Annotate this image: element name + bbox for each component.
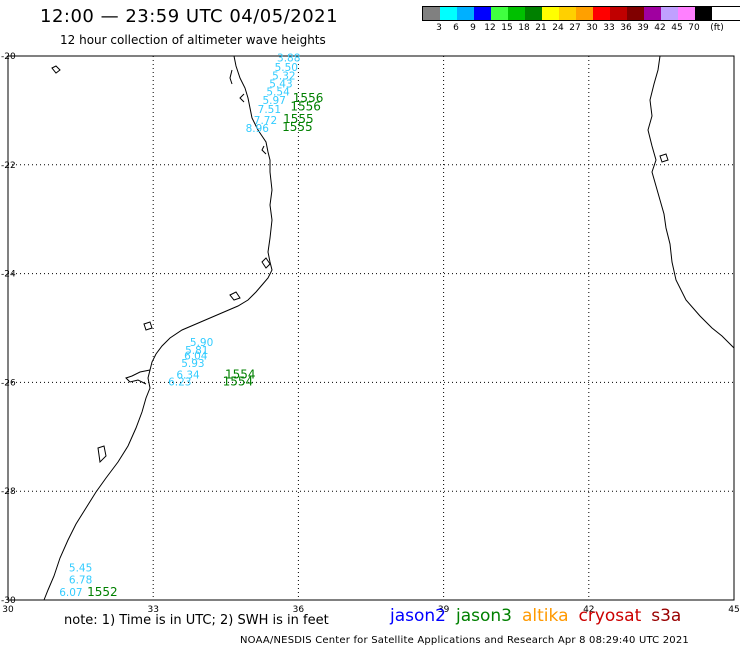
swh-value: 7.51 xyxy=(258,104,281,116)
footnote: note: 1) Time is in UTC; 2) SWH is in fe… xyxy=(64,613,329,628)
legend-swatch xyxy=(627,7,644,20)
swh-value: 7.72 xyxy=(254,115,277,127)
legend-swatch xyxy=(491,7,508,20)
legend-swatches xyxy=(422,6,740,21)
legend-label: 21 xyxy=(535,23,547,33)
lake-feature-1 xyxy=(143,321,153,331)
legend-label: 3 xyxy=(436,23,442,33)
lon-tick-label: 45 xyxy=(728,605,739,615)
page-subtitle: 12 hour collection of altimeter wave hei… xyxy=(60,33,326,47)
legend-swatch xyxy=(423,7,440,20)
satellite-legend: jason2 jason3 altika cryosat s3a xyxy=(390,606,691,626)
swh-value: 3.88 xyxy=(277,52,300,64)
legend-swatch xyxy=(610,7,627,20)
lat-tick-label: -24 xyxy=(1,270,16,280)
swh-value: 5.54 xyxy=(266,87,290,99)
island-north xyxy=(51,65,61,74)
lon-tick-label: 39 xyxy=(438,605,450,615)
lake-feature-3 xyxy=(229,291,241,301)
legend-label: 33 xyxy=(603,23,615,33)
pass-time: 1554 xyxy=(225,368,256,382)
legend-swatch xyxy=(474,7,491,20)
swh-value: 5.50 xyxy=(275,62,298,74)
swh-value: 6.07 xyxy=(59,587,82,599)
legend-swatch xyxy=(678,7,695,20)
swh-value: 5.90 xyxy=(190,337,213,349)
lon-tick-label: 42 xyxy=(583,605,594,615)
legend-label: 36 xyxy=(620,23,632,33)
legend-swatch xyxy=(593,7,610,20)
pass-time: 1555 xyxy=(282,120,313,134)
island-bazaruto xyxy=(261,257,271,269)
legend-label: 27 xyxy=(569,23,581,33)
lat-tick-label: -30 xyxy=(1,596,16,606)
lat-tick-label: -22 xyxy=(1,161,16,171)
lat-tick-label: -20 xyxy=(1,52,16,62)
pass-time: 1554 xyxy=(223,375,254,389)
island-madagascar-west xyxy=(659,153,669,163)
swh-labels: 3.885.505.325.435.545.977.517.728.96 1556… xyxy=(59,52,323,599)
lake-feature-2 xyxy=(97,445,107,464)
swh-value: 5.45 xyxy=(69,563,92,575)
coastline-inner-bay xyxy=(125,369,151,385)
legend-swatch xyxy=(440,7,457,20)
legend-label: 45 xyxy=(671,23,683,33)
pass-time: 1556 xyxy=(293,91,324,105)
legend-swatch xyxy=(576,7,593,20)
wave-height-legend: 3 6 9 12 15 18 21 24 27 30 33 36 39 42 45 70 (ft) xyxy=(422,6,740,35)
legend-swatch xyxy=(559,7,576,20)
swh-value: 8.96 xyxy=(246,123,270,135)
lon-tick-label: 30 xyxy=(2,605,14,615)
legend-swatch xyxy=(695,7,712,20)
map-frame xyxy=(7,55,735,601)
legend-label: 15 xyxy=(501,23,513,33)
swh-value: 6.23 xyxy=(168,377,191,389)
legend-swatch xyxy=(457,7,474,20)
lon-tick-label: 36 xyxy=(293,605,305,615)
legend-label: 9 xyxy=(470,23,476,33)
lat-tick-label: -28 xyxy=(1,487,16,497)
legend-swatch xyxy=(525,7,542,20)
satellite-cryosat: cryosat xyxy=(578,606,642,626)
pass-time: 1552 xyxy=(87,585,118,599)
legend-swatch xyxy=(644,7,661,20)
legend-label: 24 xyxy=(552,23,564,33)
legend-label: 42 xyxy=(654,23,666,33)
legend-label: 18 xyxy=(518,23,530,33)
satellite-altika: altika xyxy=(522,606,569,626)
satellite-s3a: s3a xyxy=(651,606,682,626)
legend-unit: (ft) xyxy=(710,23,724,33)
satellite-jason2: jason2 xyxy=(390,606,446,626)
pass-time: 1556 xyxy=(290,99,321,113)
swh-value: 5.43 xyxy=(269,79,292,91)
legend-label: 70 xyxy=(688,23,700,33)
legend-label: 6 xyxy=(453,23,459,33)
swh-value: 5.97 xyxy=(263,95,286,107)
legend-swatch xyxy=(661,7,678,20)
coastline xyxy=(43,55,735,601)
page-title: 12:00 — 23:59 UTC 04/05/2021 xyxy=(40,6,339,27)
map-grid: 30 33 36 39 42 45 -20 -22 -24 -26 -28 -30 xyxy=(1,52,740,615)
satellite-jason3: jason3 xyxy=(456,606,512,626)
swh-value: 6.34 xyxy=(176,370,200,382)
credit-line: NOAA/NESDIS Center for Satellite Applica… xyxy=(240,635,689,646)
coastline-madagascar xyxy=(647,55,735,349)
lon-tick-label: 33 xyxy=(147,605,158,615)
legend-labels: 3 6 9 12 15 18 21 24 27 30 33 36 39 42 45 70 (ft) xyxy=(422,23,740,35)
coastline-bay-detail xyxy=(229,69,267,155)
swh-value: 5.32 xyxy=(272,70,295,82)
legend-label: 12 xyxy=(484,23,496,33)
lat-tick-label: -26 xyxy=(1,378,16,388)
coastline-mozambique xyxy=(43,55,273,601)
legend-label: 30 xyxy=(586,23,598,33)
swh-value: 5.81 xyxy=(185,345,208,357)
legend-swatch xyxy=(508,7,525,20)
legend-swatch xyxy=(542,7,559,20)
swh-value: 5.93 xyxy=(181,358,204,370)
swh-value: 6.04 xyxy=(184,351,208,363)
legend-label: 39 xyxy=(637,23,649,33)
pass-time: 1555 xyxy=(283,112,314,126)
swh-value: 6.78 xyxy=(69,575,92,587)
